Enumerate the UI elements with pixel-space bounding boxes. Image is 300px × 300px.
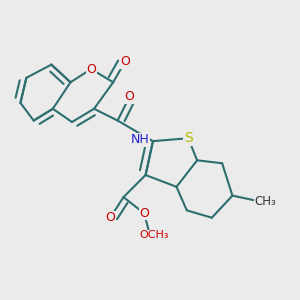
- Text: S: S: [184, 131, 193, 145]
- Text: O: O: [86, 62, 96, 76]
- Text: NH: NH: [130, 133, 149, 146]
- Text: O: O: [124, 91, 134, 103]
- Text: CH₃: CH₃: [255, 195, 277, 208]
- Text: OCH₃: OCH₃: [140, 230, 169, 240]
- Text: O: O: [120, 55, 130, 68]
- Text: O: O: [139, 207, 149, 220]
- Text: O: O: [105, 211, 115, 224]
